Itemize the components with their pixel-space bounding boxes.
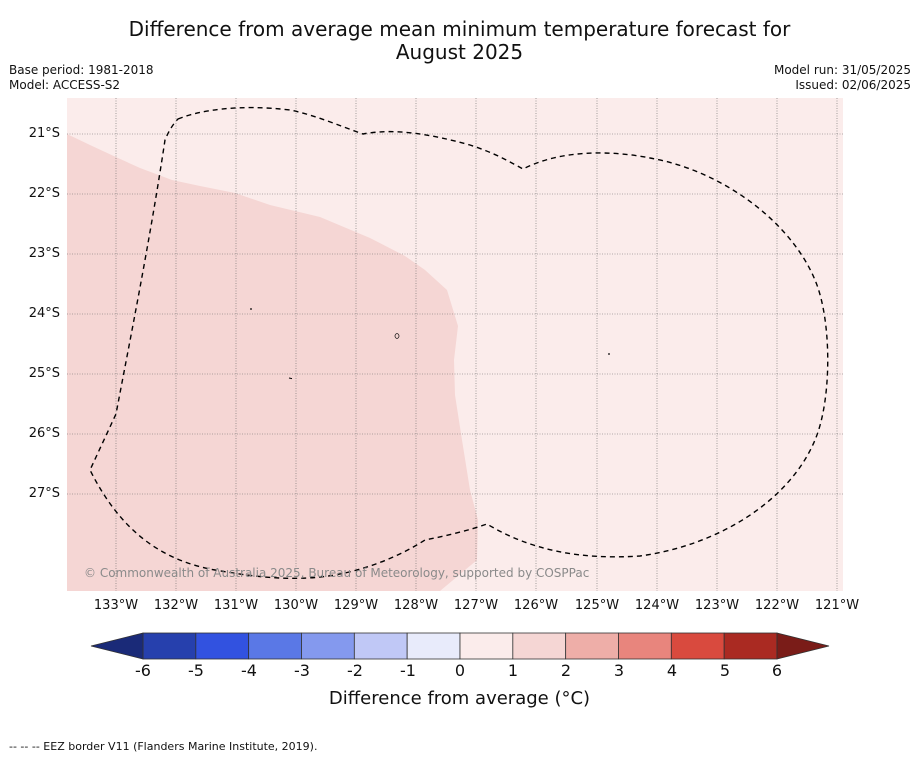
- colorbar-cell: [301, 632, 355, 660]
- colorbar-over-arrow: [776, 632, 830, 660]
- colorbar-tick: -1: [400, 661, 416, 680]
- colorbar-tick: 6: [771, 661, 783, 680]
- graticule: [67, 98, 843, 591]
- colorbar-cell: [142, 632, 197, 660]
- island-marker: [288, 377, 293, 380]
- issued-date: Issued: 02/06/2025: [795, 78, 911, 92]
- colorbar-cell: [195, 632, 250, 660]
- colorbar-cell: [248, 632, 302, 660]
- lat-label: 22°S: [28, 186, 60, 201]
- lat-label: 26°S: [28, 426, 60, 441]
- lon-label: 123°W: [694, 598, 740, 613]
- colorbar-label: Difference from average (°C): [328, 688, 591, 709]
- lon-label: 121°W: [814, 598, 860, 613]
- colorbar-tick: 2: [560, 661, 572, 680]
- colorbar-cell: [723, 632, 778, 660]
- colorbar-tick: 3: [613, 661, 625, 680]
- colorbar-tick: 5: [719, 661, 731, 680]
- colorbar-cell: [670, 632, 725, 660]
- colorbar-cell: [459, 632, 514, 660]
- meta-left: Base period: 1981-2018 Model: ACCESS-S2: [9, 63, 154, 93]
- lon-label: 127°W: [453, 598, 499, 613]
- lon-label: 122°W: [754, 598, 800, 613]
- colorbar-tick: 0: [454, 661, 466, 680]
- colorbar-tick: -3: [294, 661, 310, 680]
- lon-label: 124°W: [634, 598, 680, 613]
- colorbar-tick: -6: [135, 661, 151, 680]
- colorbar-under-arrow: [90, 632, 144, 660]
- meta-right: Model run: 31/05/2025 Issued: 02/06/2025: [774, 63, 911, 93]
- model-name: Model: ACCESS-S2: [9, 78, 121, 92]
- warmer-region: [67, 134, 478, 591]
- lon-label: 130°W: [273, 598, 319, 613]
- colorbar-tick: 4: [666, 661, 678, 680]
- colorbar: [90, 632, 830, 660]
- base-period: Base period: 1981-2018: [9, 63, 154, 77]
- lon-label: 131°W: [213, 598, 259, 613]
- lon-label: 129°W: [333, 598, 379, 613]
- colorbar-cell: [353, 632, 408, 660]
- eez-border: [89, 106, 829, 580]
- lat-label: 25°S: [28, 366, 60, 381]
- lon-label: 125°W: [574, 598, 620, 613]
- lon-label: 133°W: [93, 598, 139, 613]
- island-marker: [250, 308, 252, 310]
- colorbar-tick: -4: [241, 661, 257, 680]
- colorbar-tick: -5: [188, 661, 204, 680]
- lat-label: 27°S: [28, 486, 60, 501]
- watermark: © Commonwealth of Australia 2025, Bureau…: [84, 566, 589, 580]
- lat-label: 21°S: [28, 126, 60, 141]
- lat-label: 24°S: [28, 306, 60, 321]
- colorbar-cell: [565, 632, 619, 660]
- chart-title: Difference from average mean minimum tem…: [0, 18, 919, 64]
- lon-label: 132°W: [153, 598, 199, 613]
- lon-label: 126°W: [513, 598, 559, 613]
- colorbar-cell: [618, 632, 672, 660]
- eez-legend-note: -- -- -- EEZ border V11 (Flanders Marine…: [9, 740, 318, 753]
- island-marker: [608, 353, 610, 355]
- colorbar-cell: [512, 632, 567, 660]
- title-line-2: August 2025: [395, 40, 524, 64]
- lat-label: 23°S: [28, 246, 60, 261]
- colorbar-cell: [406, 632, 461, 660]
- colorbar-tick: -2: [347, 661, 363, 680]
- title-line-1: Difference from average mean minimum tem…: [128, 17, 791, 41]
- lon-label: 128°W: [393, 598, 439, 613]
- island-marker: [394, 333, 400, 339]
- model-run: Model run: 31/05/2025: [773, 63, 911, 77]
- colorbar-tick: 1: [507, 661, 519, 680]
